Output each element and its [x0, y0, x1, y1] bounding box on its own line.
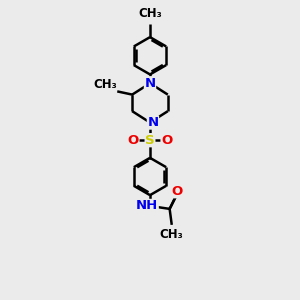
Text: N: N: [144, 77, 156, 90]
Text: S: S: [145, 134, 155, 147]
Text: N: N: [147, 116, 158, 129]
Text: O: O: [172, 185, 183, 198]
Text: CH₃: CH₃: [138, 7, 162, 20]
Text: O: O: [161, 134, 172, 147]
Text: CH₃: CH₃: [160, 228, 184, 241]
Text: NH: NH: [136, 200, 158, 212]
Text: O: O: [128, 134, 139, 147]
Text: CH₃: CH₃: [94, 78, 118, 91]
